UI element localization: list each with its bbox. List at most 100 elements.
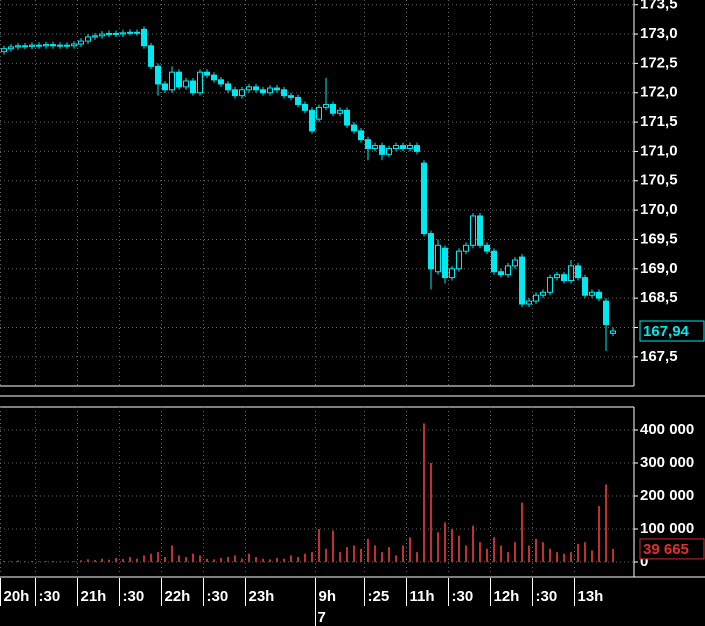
candle-body <box>449 268 455 279</box>
candle-body <box>596 291 602 299</box>
volume-bar <box>87 559 89 562</box>
candle-body <box>225 83 231 91</box>
volume-bar <box>136 558 138 562</box>
volume-bar <box>101 558 103 562</box>
volume-bar <box>409 537 411 562</box>
volume-bar <box>500 545 502 562</box>
volume-bar <box>10 561 12 562</box>
candle-body <box>533 294 539 302</box>
volume-bar <box>185 557 187 562</box>
candle-body <box>400 145 406 149</box>
volume-tick-label: 300 000 <box>640 454 694 471</box>
volume-bar <box>339 552 341 562</box>
candle-body <box>246 86 252 91</box>
volume-bar <box>24 561 26 562</box>
candle-body <box>302 103 308 111</box>
volume-bar <box>206 558 208 562</box>
candle-body <box>484 244 490 252</box>
volume-bar <box>52 561 54 562</box>
candle-body <box>323 103 329 108</box>
volume-bar <box>521 502 523 562</box>
volume-bar <box>360 548 362 562</box>
volume-bar <box>367 538 369 562</box>
candle-body <box>176 71 182 88</box>
volume-bar <box>129 557 131 562</box>
volume-bar <box>318 528 320 562</box>
volume-bar <box>437 532 439 562</box>
volume-bar <box>325 548 327 562</box>
y-tick-label: 167,5 <box>640 348 678 365</box>
volume-bar <box>73 561 75 562</box>
candle-body <box>197 71 203 94</box>
last-volume-label: 39 665 <box>643 541 689 558</box>
candle-body <box>85 36 91 42</box>
y-tick-label: 170,5 <box>640 172 678 189</box>
volume-bar <box>227 557 229 562</box>
candle-body <box>456 250 462 270</box>
candle-body <box>575 265 581 279</box>
candle-body <box>372 145 378 149</box>
volume-bar <box>374 545 376 562</box>
candle-body <box>582 277 588 296</box>
candle-body <box>106 32 112 35</box>
candle-body <box>344 109 350 126</box>
candle-body <box>435 244 441 273</box>
volume-bar <box>465 545 467 562</box>
volume-bar <box>346 547 348 562</box>
candle-body <box>211 74 217 81</box>
candle-body <box>281 89 287 97</box>
volume-bar <box>584 542 586 562</box>
volume-bar <box>542 542 544 562</box>
volume-bar <box>178 555 180 562</box>
volume-bar <box>458 535 460 562</box>
candle-body <box>589 291 595 296</box>
volume-bar <box>248 553 250 562</box>
candle-body <box>414 145 420 152</box>
volume-bar <box>283 558 285 562</box>
candle-body <box>204 71 210 76</box>
x-tick-label: 21h <box>81 588 107 605</box>
volume-bar <box>3 561 5 562</box>
candle-body <box>526 300 532 305</box>
candle-body <box>274 87 280 91</box>
volume-bar <box>304 553 306 562</box>
volume-bar <box>486 548 488 562</box>
volume-bar <box>115 558 117 562</box>
candle-body <box>190 80 196 94</box>
candle-body <box>393 145 399 149</box>
candle-body <box>358 130 364 141</box>
y-tick-label: 171,0 <box>640 142 678 159</box>
candle-body <box>64 44 70 47</box>
candle-body <box>169 71 175 91</box>
volume-bar <box>199 555 201 562</box>
x-tick-label: 11h <box>410 588 435 605</box>
x-tick-label: :25 <box>368 588 390 605</box>
last-price-label: 167,94 <box>643 323 690 340</box>
volume-bar <box>290 555 292 562</box>
candle-body <box>134 31 140 34</box>
volume-bar <box>444 522 446 562</box>
candle-body <box>337 109 343 114</box>
candle-body <box>498 271 504 276</box>
candle-body <box>288 95 294 98</box>
volume-bar <box>276 558 278 562</box>
volume-bar <box>59 561 61 562</box>
candle-body <box>428 233 434 270</box>
volume-bar <box>381 552 383 562</box>
y-tick-label: 170,0 <box>640 201 678 218</box>
volume-bar <box>556 552 558 562</box>
candle-body <box>330 103 336 114</box>
candle-body <box>148 45 154 67</box>
candle-body <box>57 44 63 47</box>
volume-bar <box>255 557 257 562</box>
volume-bar <box>269 559 271 562</box>
candle-body <box>568 265 574 282</box>
volume-bar <box>514 542 516 562</box>
volume-bar <box>17 560 19 562</box>
x-tick-label: :30 <box>207 588 229 605</box>
x-tick-label: :30 <box>452 588 474 605</box>
x-tick-label: 12h <box>494 588 520 605</box>
volume-bar <box>192 553 194 562</box>
x-tick-label: 20h <box>4 588 30 605</box>
